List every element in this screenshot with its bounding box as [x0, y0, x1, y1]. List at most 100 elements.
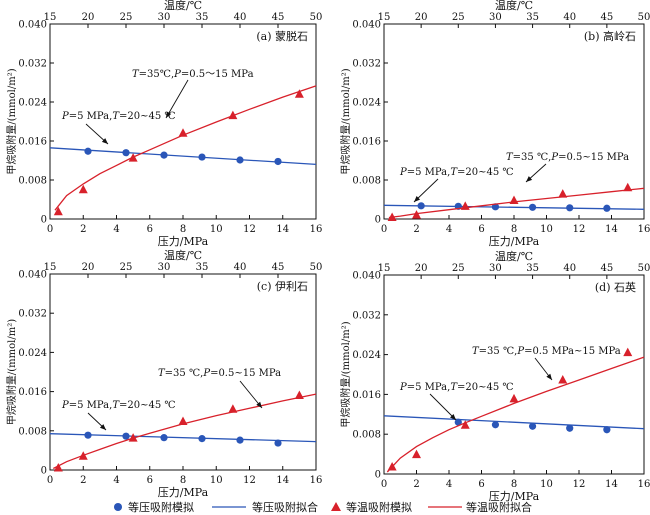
top-tick-label: 30 [158, 12, 171, 23]
y-tick-label: 0.040 [18, 270, 47, 281]
y-tick-label: 0 [375, 470, 381, 481]
top-tick-label: 40 [234, 12, 247, 23]
x-tick-label: 8 [180, 475, 186, 486]
y-axis-title: 甲烷吸附量/(mmol/m²) [339, 68, 352, 174]
annotation-isobaric: P=5 MPa,T=20~45 ℃ [399, 167, 514, 178]
y-tick-label: 0.040 [352, 20, 381, 31]
top-tick-label: 35 [196, 262, 209, 273]
top-tick-label: 50 [310, 262, 323, 273]
annotation-arrow [429, 393, 457, 421]
x-tick-label: 10 [540, 224, 553, 235]
y-tick-label: 0 [41, 215, 47, 226]
y-tick-label: 0.016 [18, 137, 47, 148]
isothermal-sim-point [509, 393, 519, 403]
top-tick-label: 35 [196, 12, 209, 23]
y-axis-title: 甲烷吸附量/(mmol/m²) [339, 321, 352, 427]
annotation-isothermal: T=35 ℃,P=0.5 MPa~15 MPa [472, 346, 621, 357]
y-tick-label: 0.008 [18, 176, 47, 187]
x-tick-label: 2 [413, 224, 419, 235]
top-axis-title: 温度/℃ [495, 0, 533, 12]
isobaric-sim-point [528, 422, 537, 430]
top-tick-label: 50 [310, 12, 323, 23]
y-tick-label: 0.024 [352, 98, 381, 109]
isobaric-fit-line [49, 147, 317, 166]
annotation-isobaric: P=5 MPa,T=20~45 ℃ [61, 400, 176, 411]
y-tick-label: 0.008 [352, 176, 381, 187]
isothermal-fit-curve [388, 187, 645, 219]
panel-label: (c) 伊利石 [257, 280, 308, 293]
x-tick-label: 0 [47, 224, 53, 235]
y-tick-label: 0.008 [18, 426, 47, 437]
legend-label-isobaric-sim: 等压吸附模拟 [128, 500, 194, 514]
x-tick-label: 2 [80, 224, 86, 235]
isothermal-sim-point [412, 449, 421, 459]
isobaric-fit-line [49, 433, 317, 443]
y-tick-label: 0 [41, 466, 47, 477]
x-tick-label: 0 [381, 224, 387, 235]
top-tick-label: 30 [158, 262, 171, 273]
y-tick-label: 0.040 [18, 20, 47, 31]
top-tick-label: 25 [452, 263, 465, 274]
top-tick-label: 20 [415, 12, 428, 23]
x-tick-label: 14 [605, 224, 618, 235]
isobaric-sim-point [603, 426, 611, 434]
y-tick-label: 0.024 [18, 98, 47, 109]
x-tick-label: 12 [243, 224, 256, 235]
chart-panel-3: 0 2 4 6 8 10 12 14 16 15 20 25 30 35 40 45 50 0 0.008 0.016… [5, 248, 322, 499]
isobaric-fit-line [383, 415, 645, 430]
y-tick-label: 0.032 [352, 310, 381, 321]
x-tick-label: 10 [210, 475, 223, 486]
chart-panel-2: 0 2 4 6 8 10 12 14 16 15 20 25 30 35 40 45 50 0 0.008 0.016… [339, 0, 650, 248]
top-tick-label: 15 [44, 12, 57, 23]
x-tick-label: 0 [381, 479, 387, 490]
top-axis-title: 温度/℃ [495, 249, 533, 263]
top-tick-label: 25 [120, 262, 133, 273]
y-axis-title: 甲烷吸附量/(mmol/m²) [5, 68, 18, 174]
top-tick-label: 45 [600, 12, 613, 23]
top-tick-label: 15 [378, 263, 391, 274]
annotation-isobaric: P=5 MPa,T=20~45 ℃ [399, 382, 514, 393]
isothermal-sim-point [623, 347, 633, 357]
plot-frame [383, 274, 645, 475]
top-tick-label: 45 [272, 12, 285, 23]
isobaric-sim-point [84, 147, 92, 155]
annotation-arrowhead [256, 401, 262, 408]
x-tick-label: 8 [511, 479, 517, 490]
isothermal-sim-point [128, 433, 138, 442]
top-tick-label: 25 [452, 12, 465, 23]
x-axis-title: 压力/MPa [158, 235, 209, 248]
x-tick-label: 12 [243, 475, 256, 486]
x-tick-label: 12 [573, 224, 586, 235]
x-tick-label: 0 [47, 475, 53, 486]
legend-marker-isothermal-sim [331, 502, 341, 511]
top-axis-title: 温度/℃ [164, 248, 202, 262]
x-tick-label: 2 [413, 479, 419, 490]
y-axis-title: 甲烷吸附量/(mmol/m²) [5, 319, 18, 425]
isothermal-fit-curve [54, 85, 317, 211]
x-tick-label: 16 [310, 475, 323, 486]
isothermal-fit-curve [53, 393, 317, 470]
y-tick-label: 0.016 [352, 137, 381, 148]
top-tick-label: 30 [489, 12, 502, 23]
x-tick-label: 4 [446, 479, 452, 490]
y-tick-label: 0.032 [352, 59, 381, 70]
annotation-arrowhead [99, 424, 106, 430]
isothermal-sim-point [558, 374, 568, 384]
isothermal-sim-point [228, 404, 238, 413]
y-tick-label: 0.008 [352, 430, 381, 441]
legend-label-isothermal-fit: 等温吸附拟合 [466, 500, 532, 514]
x-tick-label: 4 [446, 224, 452, 235]
top-tick-label: 40 [563, 263, 576, 274]
y-tick-label: 0.040 [352, 271, 381, 282]
chart-panel-1: 0 2 4 6 8 10 12 14 16 15 20 25 30 35 40 45 50 0 0.008 0.016… [5, 0, 322, 248]
top-tick-label: 15 [44, 262, 57, 273]
top-tick-label: 50 [638, 12, 650, 23]
top-tick-label: 15 [378, 12, 391, 23]
top-tick-label: 30 [489, 263, 502, 274]
isothermal-sim-point [412, 210, 421, 219]
panel-label: (b) 高岭石 [584, 29, 636, 43]
x-tick-label: 6 [147, 224, 153, 235]
x-tick-label: 8 [511, 224, 517, 235]
x-axis-title: 压力/MPa [158, 486, 209, 499]
isothermal-sim-point [294, 89, 304, 98]
